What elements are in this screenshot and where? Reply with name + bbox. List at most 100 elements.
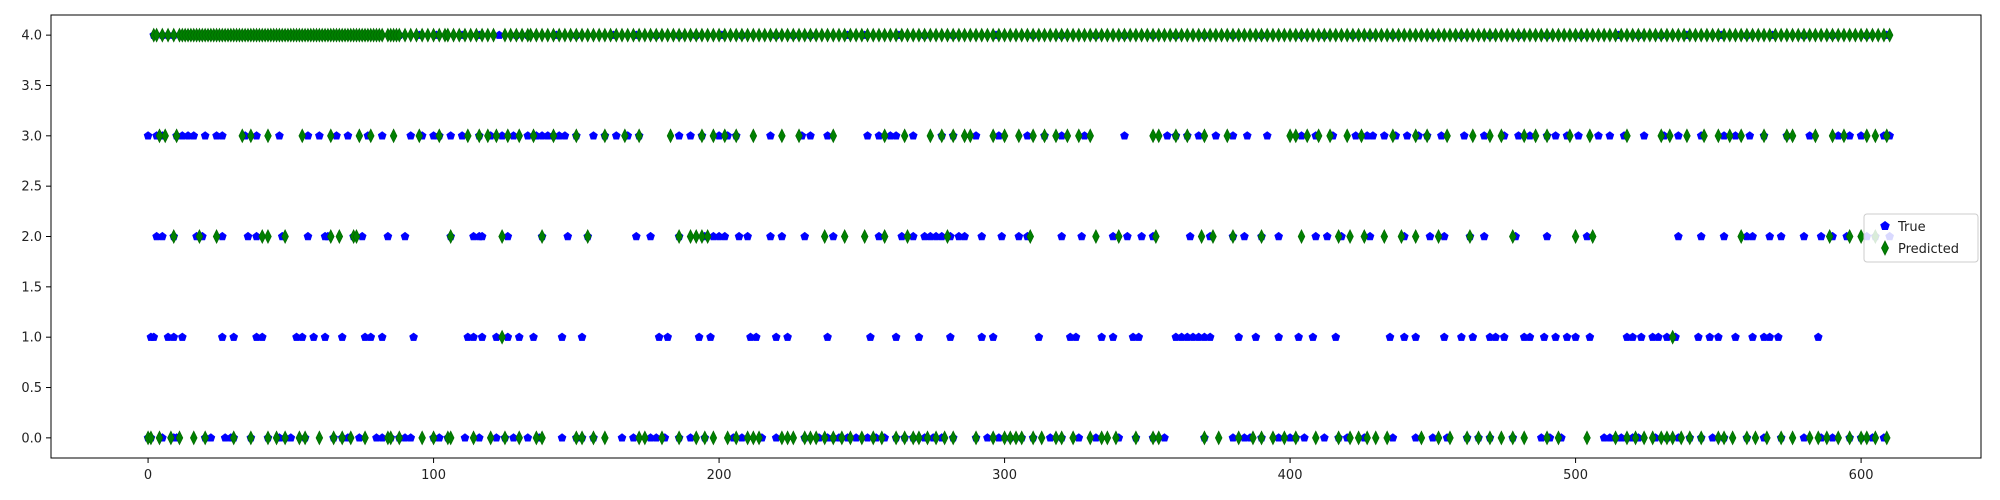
true-point	[1525, 332, 1535, 341]
predicted-point	[823, 27, 832, 43]
predicted-point	[172, 128, 181, 144]
predicted-point	[478, 27, 486, 43]
true-point	[366, 332, 376, 341]
predicted-point	[1223, 27, 1232, 43]
predicted-point	[1292, 128, 1300, 144]
predicted-point	[1805, 430, 1814, 446]
predicted-point	[1334, 229, 1343, 244]
predicted-point	[1200, 128, 1209, 144]
predicted-point	[800, 27, 809, 43]
predicted-point	[1354, 27, 1363, 43]
predicted-point	[1006, 430, 1015, 446]
predicted-point	[1149, 128, 1157, 144]
predicted-point	[584, 229, 592, 244]
predicted-point	[566, 27, 575, 43]
predicted-point	[1509, 27, 1517, 43]
predicted-point	[915, 27, 923, 43]
predicted-point	[795, 27, 803, 43]
predicted-point	[1486, 128, 1494, 144]
true-point	[611, 131, 621, 140]
predicted-point	[1417, 27, 1426, 43]
predicted-point	[1354, 430, 1363, 446]
predicted-point	[1057, 430, 1066, 446]
predicted-point	[1383, 430, 1391, 446]
predicted-point	[578, 430, 586, 446]
predicted-point	[1845, 430, 1854, 446]
true-point	[1122, 231, 1132, 241]
predicted-point	[1017, 430, 1026, 446]
predicted-point	[1029, 128, 1037, 144]
predicted-point	[820, 430, 829, 446]
predicted-point	[1486, 27, 1494, 43]
legend-item-true: True	[1880, 220, 1926, 235]
y-tick-label: 3.5	[21, 79, 42, 94]
true-point	[309, 332, 319, 341]
predicted-point	[1346, 229, 1354, 244]
true-point	[1765, 332, 1775, 341]
predicted-point	[1863, 430, 1871, 446]
predicted-point	[669, 27, 678, 43]
predicted-point	[1343, 128, 1351, 144]
predicted-point	[1389, 128, 1397, 144]
predicted-point	[955, 27, 963, 43]
predicted-point	[1697, 27, 1705, 43]
predicted-point	[898, 27, 906, 43]
predicted-point	[352, 229, 361, 244]
true-point	[960, 231, 969, 241]
true-point	[1499, 332, 1509, 341]
x-axis: 0 100 200 300 400 500 600	[144, 458, 1874, 483]
predicted-point	[698, 229, 706, 244]
predicted-point	[1594, 27, 1603, 43]
predicted-point	[1560, 27, 1568, 43]
predicted-point	[1086, 128, 1094, 144]
true-point	[1242, 131, 1252, 140]
predicted-point	[1446, 27, 1454, 43]
true-point	[1368, 131, 1378, 140]
predicted-point	[201, 430, 209, 446]
predicted-point	[698, 27, 706, 43]
predicted-point	[926, 27, 935, 43]
predicted-point	[892, 430, 900, 446]
predicted-point	[1571, 229, 1580, 244]
predicted-point	[1674, 27, 1683, 43]
x-tick-label: 500	[1563, 468, 1588, 483]
true-point	[229, 332, 239, 341]
true-point	[560, 131, 570, 140]
predicted-point	[623, 27, 632, 43]
predicted-point	[840, 27, 849, 43]
true-point	[866, 332, 875, 341]
predicted-point	[1543, 430, 1551, 446]
true-point	[783, 332, 792, 341]
true-point	[1251, 332, 1261, 341]
predicted-point	[1588, 229, 1597, 244]
true-point	[1539, 332, 1549, 341]
predicted-point	[1834, 430, 1842, 446]
predicted-point	[1092, 229, 1100, 244]
predicted-point	[435, 128, 444, 144]
predicted-point	[1012, 27, 1020, 43]
predicted-point	[920, 27, 929, 43]
predicted-point	[501, 27, 509, 43]
true-point	[1185, 231, 1195, 241]
predicted-point	[1657, 128, 1665, 144]
predicted-point	[1646, 27, 1654, 43]
predicted-point	[1863, 27, 1871, 43]
predicted-point	[606, 27, 615, 43]
predicted-point	[1197, 229, 1206, 244]
predicted-point	[1349, 27, 1357, 43]
predicted-point	[504, 128, 512, 144]
predicted-point	[1223, 128, 1232, 144]
predicted-point	[1371, 27, 1380, 43]
predicted-point	[1549, 27, 1557, 43]
predicted-point	[1714, 27, 1723, 43]
predicted-point	[829, 128, 838, 144]
predicted-point	[515, 430, 523, 446]
true-point	[217, 131, 227, 140]
predicted-point	[1743, 430, 1751, 446]
predicted-point	[1312, 430, 1320, 446]
predicted-point	[1703, 27, 1711, 43]
predicted-point	[444, 27, 452, 43]
predicted-point	[572, 128, 581, 144]
predicted-point	[909, 430, 917, 446]
predicted-point	[900, 128, 909, 144]
